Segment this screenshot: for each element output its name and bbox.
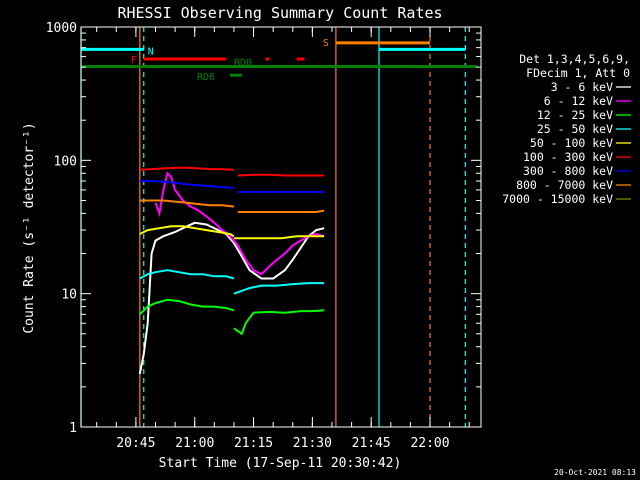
legend-label-4: 50 - 100 keV [530, 136, 613, 150]
legend-label-6: 300 - 800 keV [523, 164, 613, 178]
axes-group: 20:45 21:00 21:15 21:30 21:45 22:00 1 10 100 1000 [46, 21, 482, 451]
series-line-1-0 [154, 171, 325, 276]
series-line-5-0 [139, 166, 234, 171]
legend-label-3: 25 - 50 keV [537, 122, 613, 136]
legend-header-0: Det 1,3,4,5,6,9, [519, 52, 630, 66]
y-axis-label: Count Rate (s⁻¹ detector⁻¹) [22, 122, 37, 333]
x-tick-label-4: 21:45 [352, 436, 391, 451]
flag-label-rd6: RD6 [197, 72, 215, 83]
legend-group: Det 1,3,4,5,6,9,FDecim 1, Att 03 - 6 keV… [502, 52, 631, 206]
legend-label-5: 100 - 300 keV [523, 150, 613, 164]
series-line-6-0 [139, 180, 234, 189]
series-line-3-0 [139, 269, 235, 280]
legend-label-7: 800 - 7000 keV [516, 178, 613, 192]
x-tick-label-0: 20:45 [116, 436, 155, 451]
x-tick-label-2: 21:15 [234, 436, 273, 451]
series-line-2-0 [139, 298, 235, 316]
timestamp: 20-Oct-2021 08:13 [554, 468, 636, 477]
legend-label-1: 6 - 12 keV [544, 94, 613, 108]
series-line-2-1 [233, 309, 325, 336]
flags-group: N S F RD0 RD6 [81, 38, 478, 83]
series-line-4-0 [139, 225, 235, 238]
legend-label-0: 3 - 6 keV [551, 80, 613, 94]
series-line-5-1 [237, 173, 325, 177]
series-group [138, 166, 325, 375]
x-tick-label-3: 21:30 [293, 436, 332, 451]
flag-label-f: F [131, 55, 137, 66]
x-axis-label: Start Time (17-Sep-11 20:30:42) [159, 456, 402, 471]
x-tick-label-5: 22:00 [410, 436, 449, 451]
flag-label-n: N [148, 46, 154, 57]
series-line-3-1 [233, 282, 325, 295]
flag-label-s: S [323, 38, 329, 49]
y-tick-label-3: 1000 [46, 21, 77, 36]
series-line-7-1 [237, 209, 325, 213]
series-line-4-1 [233, 235, 325, 240]
legend-label-2: 12 - 25 keV [537, 108, 613, 122]
flag-label-rd0: RD0 [234, 58, 252, 69]
y-tick-label-2: 100 [54, 154, 77, 169]
legend-header-1: FDecim 1, Att 0 [526, 66, 630, 80]
plot-frame [80, 26, 482, 428]
y-tick-label-1: 10 [61, 288, 77, 303]
series-line-7-0 [139, 199, 235, 208]
x-tick-label-1: 21:00 [175, 436, 214, 451]
y-tick-label-0: 1 [69, 421, 77, 436]
legend-label-8: 7000 - 15000 keV [502, 192, 613, 206]
chart-title: RHESSI Observing Summary Count Rates [117, 4, 442, 22]
